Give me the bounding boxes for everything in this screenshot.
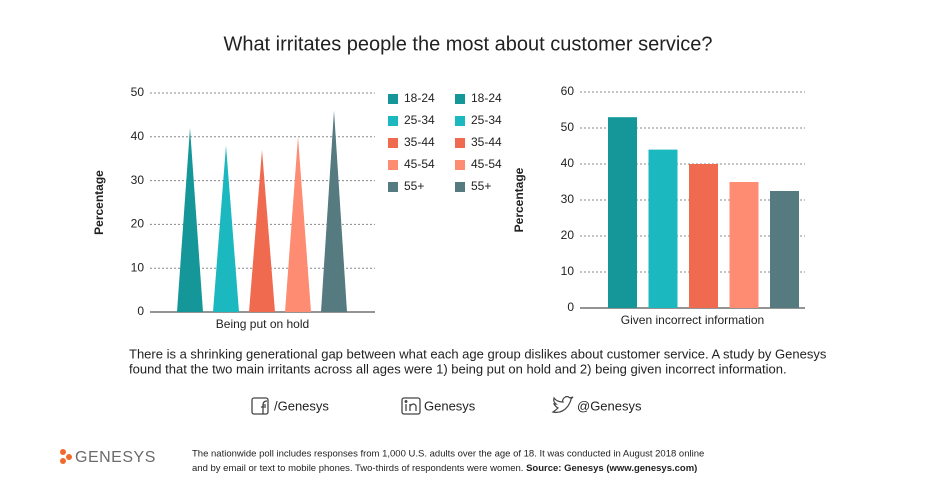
y-tick-label: 40 [131, 129, 145, 143]
legend-swatch [388, 182, 398, 192]
y-tick-label: 0 [137, 304, 144, 318]
y-tick-label: 60 [561, 84, 575, 98]
twitter-handle[interactable]: @Genesys [577, 398, 642, 413]
legend-label: 35-44 [471, 135, 502, 149]
legend-label: 18-24 [404, 91, 435, 105]
footnote-source: Source: Genesys (www.genesys.com) [526, 463, 697, 474]
x-tick-label: Being put on hold [216, 317, 309, 331]
y-tick-label: 50 [131, 85, 145, 99]
description-line: found that the two main irritants across… [129, 361, 787, 376]
facebook-icon [251, 397, 269, 415]
description-line: There is a shrinking generational gap be… [129, 346, 827, 361]
x-tick-label: Given incorrect information [621, 313, 764, 327]
bar [770, 191, 799, 308]
legend-swatch [388, 138, 398, 148]
twitter-icon [551, 395, 574, 413]
facebook-handle[interactable]: /Genesys [274, 398, 329, 413]
bar [729, 182, 759, 308]
legend-swatch [388, 94, 398, 104]
logo-icon [60, 449, 72, 464]
bar [689, 164, 718, 308]
legend-swatch [388, 160, 398, 170]
y-tick-label: 0 [567, 300, 574, 314]
legend-label: 55+ [404, 179, 424, 193]
bar [213, 145, 239, 312]
title: What irritates people the most about cus… [223, 33, 712, 55]
legend-swatch [455, 116, 465, 126]
bar [285, 136, 311, 312]
legend-swatch [388, 116, 398, 126]
y-tick-label: 10 [131, 260, 145, 274]
footnote-text: and by email or text to mobile phones. T… [192, 463, 526, 474]
footnote-line: and by email or text to mobile phones. T… [192, 463, 697, 474]
bar [321, 110, 347, 313]
legend-label: 55+ [471, 179, 491, 193]
footnote-line: The nationwide poll includes responses f… [192, 449, 704, 460]
y-tick-label: 30 [561, 192, 575, 206]
legend-label: 45-54 [471, 157, 502, 171]
legend-swatch [455, 160, 465, 170]
linkedin-handle[interactable]: Genesys [424, 398, 476, 413]
y-tick-label: 30 [131, 173, 145, 187]
y-tick-label: 50 [561, 120, 575, 134]
legend-swatch [455, 94, 465, 104]
bar [177, 128, 203, 312]
legend-label: 45-54 [404, 157, 435, 171]
bar [249, 149, 275, 312]
bar [608, 117, 637, 308]
legend-swatch [455, 138, 465, 148]
legend-label: 35-44 [404, 135, 435, 149]
y-tick-label: 10 [561, 264, 575, 278]
y-tick-label: 20 [561, 228, 575, 242]
legend-swatch [455, 182, 465, 192]
y-axis-label: Percentage [92, 170, 106, 235]
legend-label: 25-34 [404, 113, 435, 127]
linkedin-icon [401, 397, 421, 415]
y-tick-label: 20 [131, 217, 145, 231]
bar [648, 149, 678, 308]
legend-label: 25-34 [471, 113, 502, 127]
y-axis-label: Percentage [512, 167, 526, 232]
logo-text: GENESYS [75, 449, 156, 466]
y-tick-label: 40 [561, 156, 575, 170]
legend-label: 18-24 [471, 91, 502, 105]
